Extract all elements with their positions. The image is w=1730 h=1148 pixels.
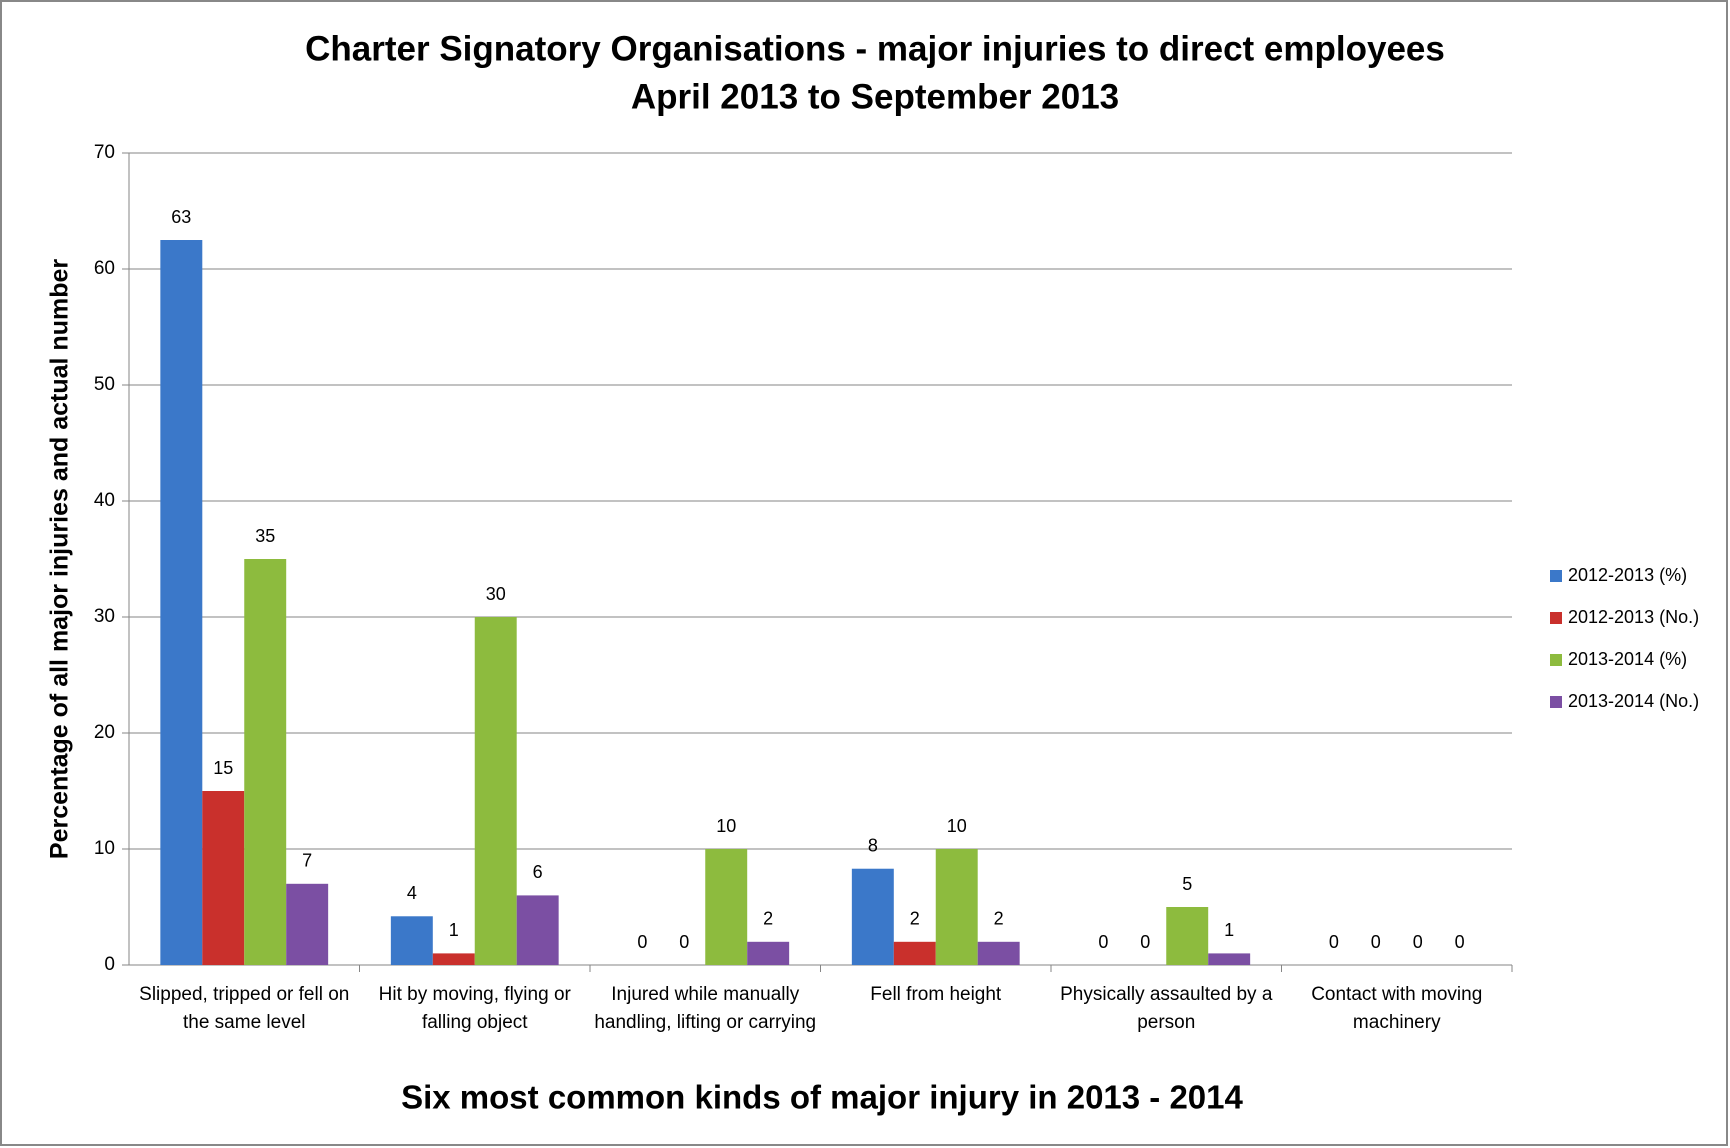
data-label: 30: [486, 584, 506, 604]
y-tick-label: 40: [94, 490, 115, 511]
bar: [893, 941, 936, 965]
x-tick-label: Fell from height: [870, 984, 1002, 1005]
bar: [1208, 953, 1251, 965]
x-tick-label-box: Physically assaulted by a person: [1060, 984, 1273, 1033]
data-label: 0: [1329, 932, 1339, 952]
bar: [977, 941, 1020, 965]
bar: [935, 849, 978, 965]
data-label: 0: [679, 932, 689, 952]
legend-swatch: [1550, 654, 1562, 666]
x-tick-label: Hit by moving, flying or falling object: [378, 984, 571, 1033]
data-label: 0: [1140, 932, 1150, 952]
data-label: 0: [637, 932, 647, 952]
data-label: 10: [716, 816, 736, 836]
bar: [160, 240, 203, 965]
bar: [202, 791, 245, 965]
bar: [1166, 907, 1209, 965]
x-tick-label: Injured while manually handling, lifting…: [594, 984, 817, 1033]
y-tick-label: 20: [94, 722, 115, 743]
legend-swatch: [1550, 570, 1562, 582]
data-label: 0: [1371, 932, 1381, 952]
data-label: 4: [407, 883, 417, 903]
x-tick-label-box: Hit by moving, flying or falling object: [378, 984, 571, 1033]
legend-label: 2012-2013 (No.): [1568, 607, 1699, 627]
legend-label: 2012-2013 (%): [1568, 565, 1687, 585]
data-label: 2: [910, 909, 920, 929]
bar: [516, 895, 559, 965]
bar: [244, 559, 287, 965]
data-label: 8: [868, 835, 878, 855]
data-label: 63: [171, 207, 191, 227]
x-tick-label-box: Injured while manually handling, lifting…: [594, 984, 817, 1033]
y-tick-label: 50: [94, 374, 115, 395]
x-tick-label: Contact with moving machinery: [1311, 984, 1483, 1033]
x-axis-title: Six most common kinds of major injury in…: [401, 1079, 1243, 1116]
bar: [474, 617, 517, 965]
bar: [747, 941, 790, 965]
x-tick-label-box: Slipped, tripped or fell on the same lev…: [139, 984, 350, 1033]
bar: [705, 849, 748, 965]
y-tick-label: 30: [94, 606, 115, 627]
y-tick-label: 70: [94, 142, 115, 163]
x-tick-label-box: Contact with moving machinery: [1311, 984, 1483, 1033]
data-label: 0: [1098, 932, 1108, 952]
data-label: 35: [255, 526, 275, 546]
x-tick-label: Physically assaulted by a person: [1060, 984, 1273, 1033]
chart-subtitle: April 2013 to September 2013: [631, 77, 1119, 116]
legend-label: 2013-2014 (%): [1568, 649, 1687, 669]
y-axis-title: Percentage of all major injuries and act…: [46, 259, 74, 859]
legend-label: 2013-2014 (No.): [1568, 691, 1699, 711]
data-label: 5: [1182, 874, 1192, 894]
data-label: 6: [533, 862, 543, 882]
bar: [390, 916, 433, 965]
data-label: 15: [213, 758, 233, 778]
data-label: 10: [947, 816, 967, 836]
legend-swatch: [1550, 612, 1562, 624]
data-label: 1: [1224, 920, 1234, 940]
data-label: 0: [1413, 932, 1423, 952]
legend-swatch: [1550, 696, 1562, 708]
data-label: 1: [449, 920, 459, 940]
data-label: 2: [994, 909, 1004, 929]
y-tick-label: 10: [94, 838, 115, 859]
data-label: 0: [1455, 932, 1465, 952]
chart-title: Charter Signatory Organisations - major …: [305, 29, 1445, 68]
data-label: 7: [302, 851, 312, 871]
x-tick-label: Slipped, tripped or fell on the same lev…: [139, 984, 350, 1033]
y-tick-label: 60: [94, 258, 115, 279]
bar: [432, 953, 475, 965]
data-label: 2: [763, 909, 773, 929]
x-tick-label-box: Fell from height: [870, 984, 1002, 1005]
y-tick-label: 0: [104, 954, 115, 975]
bar: [286, 883, 329, 965]
bar: [851, 868, 894, 965]
